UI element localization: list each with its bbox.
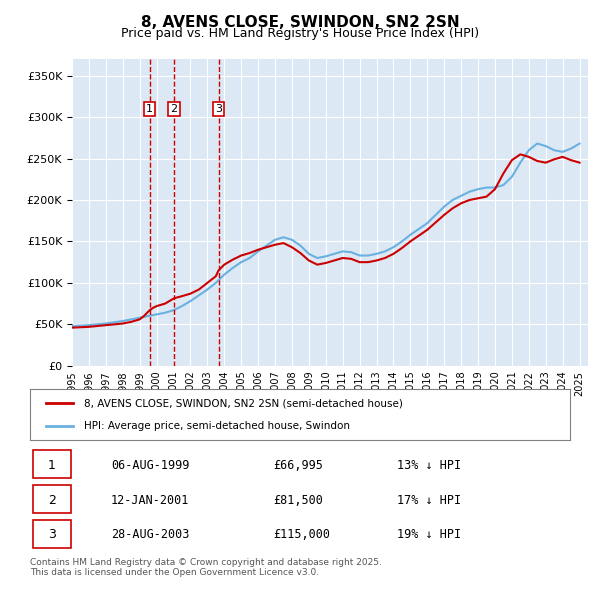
Text: 8, AVENS CLOSE, SWINDON, SN2 2SN: 8, AVENS CLOSE, SWINDON, SN2 2SN: [140, 15, 460, 30]
Text: 19% ↓ HPI: 19% ↓ HPI: [397, 529, 461, 542]
FancyBboxPatch shape: [33, 485, 71, 513]
Text: 8, AVENS CLOSE, SWINDON, SN2 2SN (semi-detached house): 8, AVENS CLOSE, SWINDON, SN2 2SN (semi-d…: [84, 398, 403, 408]
Text: 13% ↓ HPI: 13% ↓ HPI: [397, 458, 461, 471]
Text: 2: 2: [47, 493, 56, 507]
FancyBboxPatch shape: [33, 450, 71, 478]
Text: 17% ↓ HPI: 17% ↓ HPI: [397, 493, 461, 507]
Text: Contains HM Land Registry data © Crown copyright and database right 2025.
This d: Contains HM Land Registry data © Crown c…: [30, 558, 382, 577]
Text: 28-AUG-2003: 28-AUG-2003: [111, 529, 190, 542]
FancyBboxPatch shape: [33, 520, 71, 548]
Text: 06-AUG-1999: 06-AUG-1999: [111, 458, 190, 471]
Text: 2: 2: [170, 104, 178, 114]
Text: £81,500: £81,500: [273, 493, 323, 507]
Text: 3: 3: [47, 529, 56, 542]
Text: 1: 1: [146, 104, 153, 114]
Text: £66,995: £66,995: [273, 458, 323, 471]
Text: Price paid vs. HM Land Registry's House Price Index (HPI): Price paid vs. HM Land Registry's House …: [121, 27, 479, 40]
Text: HPI: Average price, semi-detached house, Swindon: HPI: Average price, semi-detached house,…: [84, 421, 350, 431]
Text: £115,000: £115,000: [273, 529, 330, 542]
Text: 1: 1: [47, 458, 56, 471]
Text: 3: 3: [215, 104, 222, 114]
Text: 12-JAN-2001: 12-JAN-2001: [111, 493, 190, 507]
